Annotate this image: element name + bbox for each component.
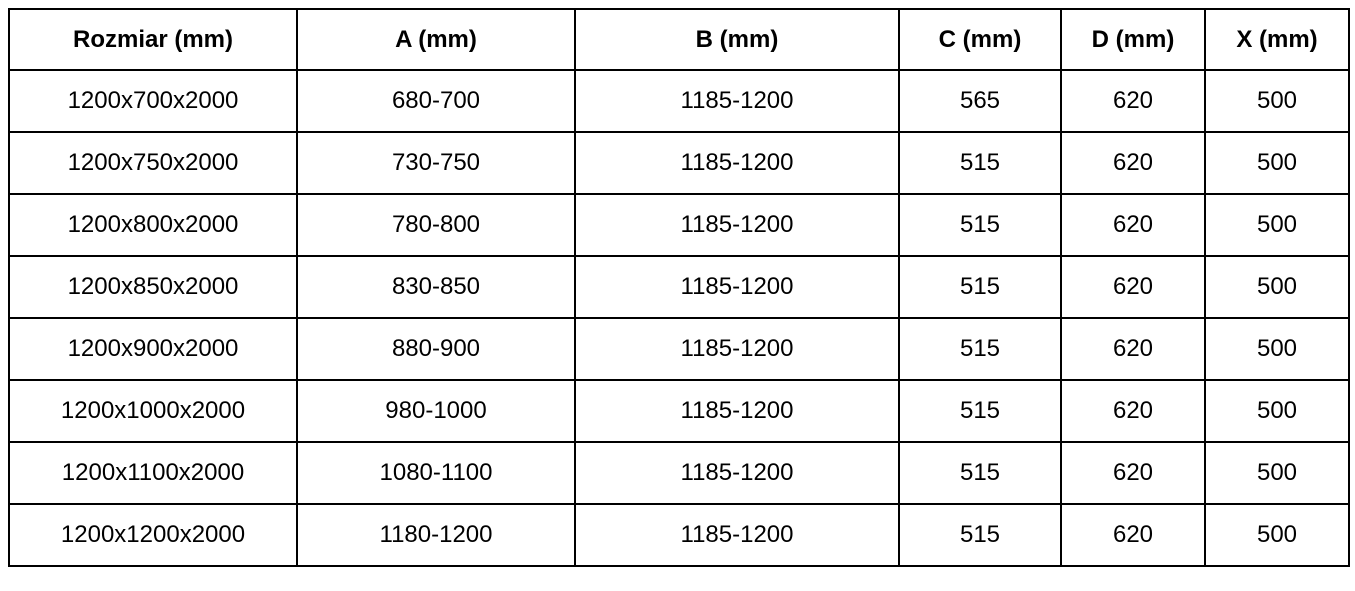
table-row: 1200x800x2000 780-800 1185-1200 515 620 500 <box>8 193 1350 257</box>
table-body: 1200x700x2000 680-700 1185-1200 565 620 500 12… <box>8 69 1350 567</box>
dimensions-table: Rozmiar (mm) A (mm) B (mm) C (mm) D (mm) X (m… <box>8 8 1350 567</box>
table-cell: 1185-1200 <box>574 131 900 195</box>
table-cell: 1200x750x2000 <box>8 131 298 195</box>
table-cell: 1185-1200 <box>574 379 900 443</box>
table-cell: 620 <box>1060 379 1206 443</box>
table-row: 1200x850x2000 830-850 1185-1200 515 620 500 <box>8 255 1350 319</box>
table-cell: 620 <box>1060 441 1206 505</box>
table-cell: 830-850 <box>296 255 576 319</box>
table-cell: 620 <box>1060 131 1206 195</box>
table-cell: 500 <box>1204 317 1350 381</box>
table-cell: 500 <box>1204 131 1350 195</box>
table-cell: 620 <box>1060 69 1206 133</box>
table-cell: 780-800 <box>296 193 576 257</box>
column-header: D (mm) <box>1060 8 1206 71</box>
table-cell: 1200x700x2000 <box>8 69 298 133</box>
table-row: 1200x1000x2000 980-1000 1185-1200 515 620 500 <box>8 379 1350 443</box>
table-cell: 515 <box>898 379 1062 443</box>
table-cell: 620 <box>1060 503 1206 567</box>
table-cell: 1185-1200 <box>574 317 900 381</box>
table-row: 1200x1200x2000 1180-1200 1185-1200 515 620 50… <box>8 503 1350 567</box>
table-cell: 680-700 <box>296 69 576 133</box>
table-cell: 730-750 <box>296 131 576 195</box>
table-row: 1200x900x2000 880-900 1185-1200 515 620 500 <box>8 317 1350 381</box>
column-header: Rozmiar (mm) <box>8 8 298 71</box>
table-cell: 1200x800x2000 <box>8 193 298 257</box>
table-cell: 565 <box>898 69 1062 133</box>
table-cell: 500 <box>1204 379 1350 443</box>
table-cell: 515 <box>898 131 1062 195</box>
column-header: B (mm) <box>574 8 900 71</box>
table-cell: 1200x850x2000 <box>8 255 298 319</box>
table-cell: 500 <box>1204 69 1350 133</box>
table-cell: 515 <box>898 193 1062 257</box>
table-cell: 1200x900x2000 <box>8 317 298 381</box>
table-cell: 515 <box>898 503 1062 567</box>
table-cell: 1185-1200 <box>574 193 900 257</box>
column-header: A (mm) <box>296 8 576 71</box>
table-cell: 1200x1200x2000 <box>8 503 298 567</box>
table-cell: 880-900 <box>296 317 576 381</box>
column-header: C (mm) <box>898 8 1062 71</box>
table-cell: 620 <box>1060 255 1206 319</box>
table-cell: 515 <box>898 255 1062 319</box>
table-cell: 980-1000 <box>296 379 576 443</box>
table-cell: 1200x1100x2000 <box>8 441 298 505</box>
header-row: Rozmiar (mm) A (mm) B (mm) C (mm) D (mm) X (m… <box>8 8 1350 71</box>
table-cell: 515 <box>898 441 1062 505</box>
table-cell: 500 <box>1204 441 1350 505</box>
table-cell: 1200x1000x2000 <box>8 379 298 443</box>
table-row: 1200x750x2000 730-750 1185-1200 515 620 500 <box>8 131 1350 195</box>
table-cell: 1185-1200 <box>574 255 900 319</box>
table-row: 1200x1100x2000 1080-1100 1185-1200 515 620 50… <box>8 441 1350 505</box>
table-cell: 1185-1200 <box>574 503 900 567</box>
table-cell: 500 <box>1204 503 1350 567</box>
table-cell: 1180-1200 <box>296 503 576 567</box>
table-cell: 620 <box>1060 193 1206 257</box>
table-cell: 515 <box>898 317 1062 381</box>
table-cell: 1185-1200 <box>574 441 900 505</box>
table-cell: 500 <box>1204 193 1350 257</box>
table-cell: 1185-1200 <box>574 69 900 133</box>
table-cell: 1080-1100 <box>296 441 576 505</box>
table-row: 1200x700x2000 680-700 1185-1200 565 620 500 <box>8 69 1350 133</box>
table-cell: 620 <box>1060 317 1206 381</box>
table-cell: 500 <box>1204 255 1350 319</box>
column-header: X (mm) <box>1204 8 1350 71</box>
